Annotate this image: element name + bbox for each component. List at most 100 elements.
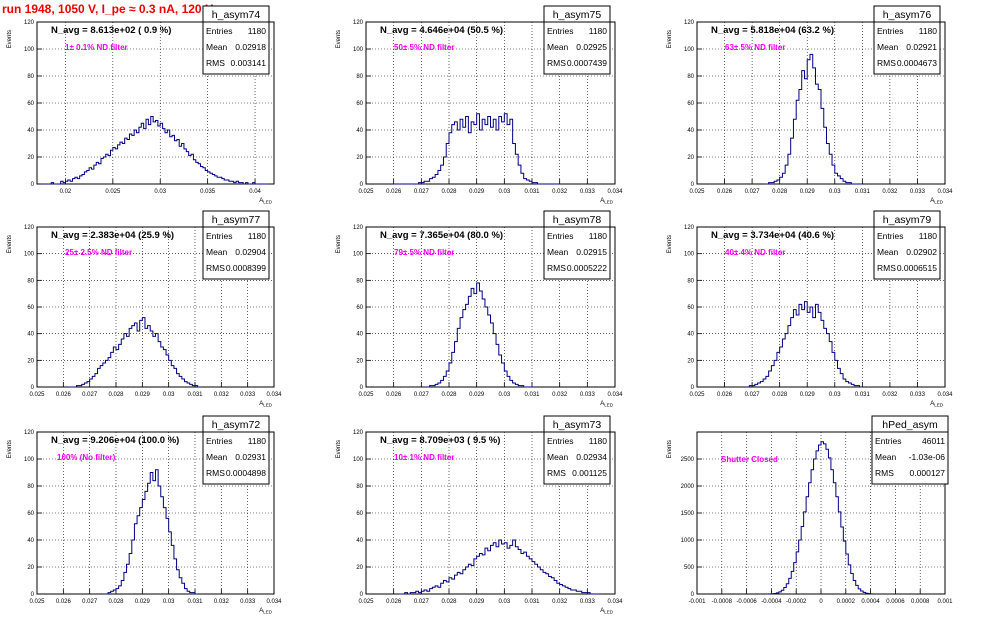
- stats-box: [202, 5, 270, 75]
- y-tick-label: 20: [687, 358, 694, 364]
- x-tick-label: 0.025: [689, 392, 705, 398]
- histogram-bin: [446, 582, 449, 594]
- histogram-bin: [491, 545, 494, 594]
- x-tick-label: 0: [819, 599, 823, 605]
- histogram-bin: [452, 125, 455, 184]
- y-tick-label: 0: [360, 182, 364, 188]
- histogram-bin: [466, 304, 469, 387]
- histogram-h_asym73: [399, 539, 599, 595]
- histogram-bin: [788, 326, 791, 387]
- histogram-bin: [103, 157, 105, 184]
- histogram-bin: [821, 320, 824, 387]
- stats-key: RMS: [877, 263, 896, 273]
- histogram-bin: [158, 342, 161, 387]
- stats-value: 0.02904: [235, 247, 266, 257]
- x-tick-label: 0.0004: [861, 599, 880, 605]
- y-tick-label: 100: [24, 47, 35, 53]
- x-tick-label: 0.028: [441, 599, 457, 605]
- histogram-bin: [145, 491, 148, 594]
- histogram-bin: [543, 572, 546, 594]
- y-tick-label: 500: [684, 565, 695, 571]
- histogram-bin: [140, 508, 143, 594]
- histogram-bin: [802, 310, 805, 387]
- stats-key: Entries: [875, 436, 901, 446]
- stats-value: 0.0004673: [897, 58, 937, 68]
- x-tick-label: 0.034: [937, 189, 953, 195]
- histogram-bin: [532, 562, 535, 594]
- stats-box: [543, 5, 611, 75]
- x-tick-label: 0.0008: [911, 599, 930, 605]
- stats-key: RMS: [875, 468, 894, 478]
- histogram-bin: [479, 554, 482, 595]
- histogram-bin: [160, 123, 162, 184]
- stats-value: 1180: [248, 436, 267, 446]
- stats-value: 0.02902: [906, 247, 937, 257]
- y-tick-label: 60: [356, 511, 363, 517]
- histogram-bin: [142, 500, 145, 595]
- x-tick-label: 0.029: [469, 599, 485, 605]
- x-tick-label: 0.03: [154, 189, 166, 195]
- histogram-bin: [139, 127, 141, 184]
- histogram-bin: [137, 133, 139, 184]
- histogram-bin: [163, 129, 165, 184]
- histogram-bin: [148, 125, 150, 184]
- y-axis-title: Events: [7, 30, 13, 48]
- histogram-bin: [119, 344, 122, 387]
- histogram-bin: [477, 283, 480, 387]
- histogram-bin: [518, 549, 521, 594]
- y-tick-label: 20: [687, 155, 694, 161]
- x-tick-label: 0.033: [240, 599, 256, 605]
- stats-value: 1180: [919, 26, 938, 36]
- y-tick-label: 60: [27, 305, 34, 311]
- histogram-bin: [521, 554, 524, 595]
- histogram-bin: [108, 358, 111, 387]
- histogram-bin: [826, 449, 828, 594]
- histogram-bin: [463, 127, 466, 184]
- histogram-hPed_asym: [766, 441, 874, 595]
- histogram-bin: [810, 54, 813, 184]
- stats-key: Mean: [206, 452, 228, 462]
- x-tick-label: 0.029: [135, 599, 151, 605]
- stats-key: RMS: [206, 263, 225, 273]
- histogram-bin: [201, 166, 203, 184]
- x-tick-label: -0.0002: [786, 599, 807, 605]
- histogram-bin: [538, 567, 541, 594]
- histogram-bin: [132, 135, 134, 184]
- stats-value: 0.02931: [235, 452, 266, 462]
- histogram-name: h_asym79: [883, 214, 932, 226]
- y-tick-label: 40: [356, 332, 363, 338]
- x-tick-label: -0.0008: [712, 599, 733, 605]
- stats-value: 0.003141: [231, 58, 267, 68]
- histogram-bin: [457, 572, 460, 594]
- panel-h_asym75: 0.025 0.026 0.027 0.028 0.029 0.03 0.031 0.032 0…: [336, 5, 623, 205]
- histogram-bin: [482, 555, 485, 594]
- x-tick-label: 0.028: [772, 392, 788, 398]
- histogram-bin: [148, 483, 151, 594]
- x-tick-label: 0.027: [745, 392, 761, 398]
- x-tick-label: 0.032: [552, 189, 568, 195]
- x-tick-label: 0.033: [580, 189, 596, 195]
- x-tick-label: 0.03: [829, 189, 841, 195]
- histogram-bin: [129, 134, 131, 184]
- histogram-bin: [466, 567, 469, 594]
- x-tick-label: 0.03: [829, 392, 841, 398]
- histogram-bin: [145, 328, 148, 387]
- stats-box: [871, 415, 949, 485]
- x-tick-label: 0.032: [552, 392, 568, 398]
- stats-value: 0.0006515: [897, 263, 937, 273]
- histogram-bin: [468, 133, 471, 184]
- x-tick-label: 0.032: [214, 392, 230, 398]
- x-tick-label: 0.03: [498, 392, 510, 398]
- histogram-bin: [193, 160, 195, 184]
- stats-key: Entries: [206, 436, 232, 446]
- histogram-name: h_asym72: [212, 419, 261, 431]
- histogram-bin: [507, 125, 510, 184]
- y-tick-label: 80: [356, 74, 363, 80]
- histogram-bin: [488, 551, 491, 594]
- x-tick-label: 0.029: [469, 189, 485, 195]
- histogram-bin: [161, 497, 164, 594]
- y-tick-label: 20: [356, 155, 363, 161]
- histogram-bin: [804, 79, 807, 184]
- stats-box: [543, 210, 611, 280]
- stats-value: 1180: [589, 231, 608, 241]
